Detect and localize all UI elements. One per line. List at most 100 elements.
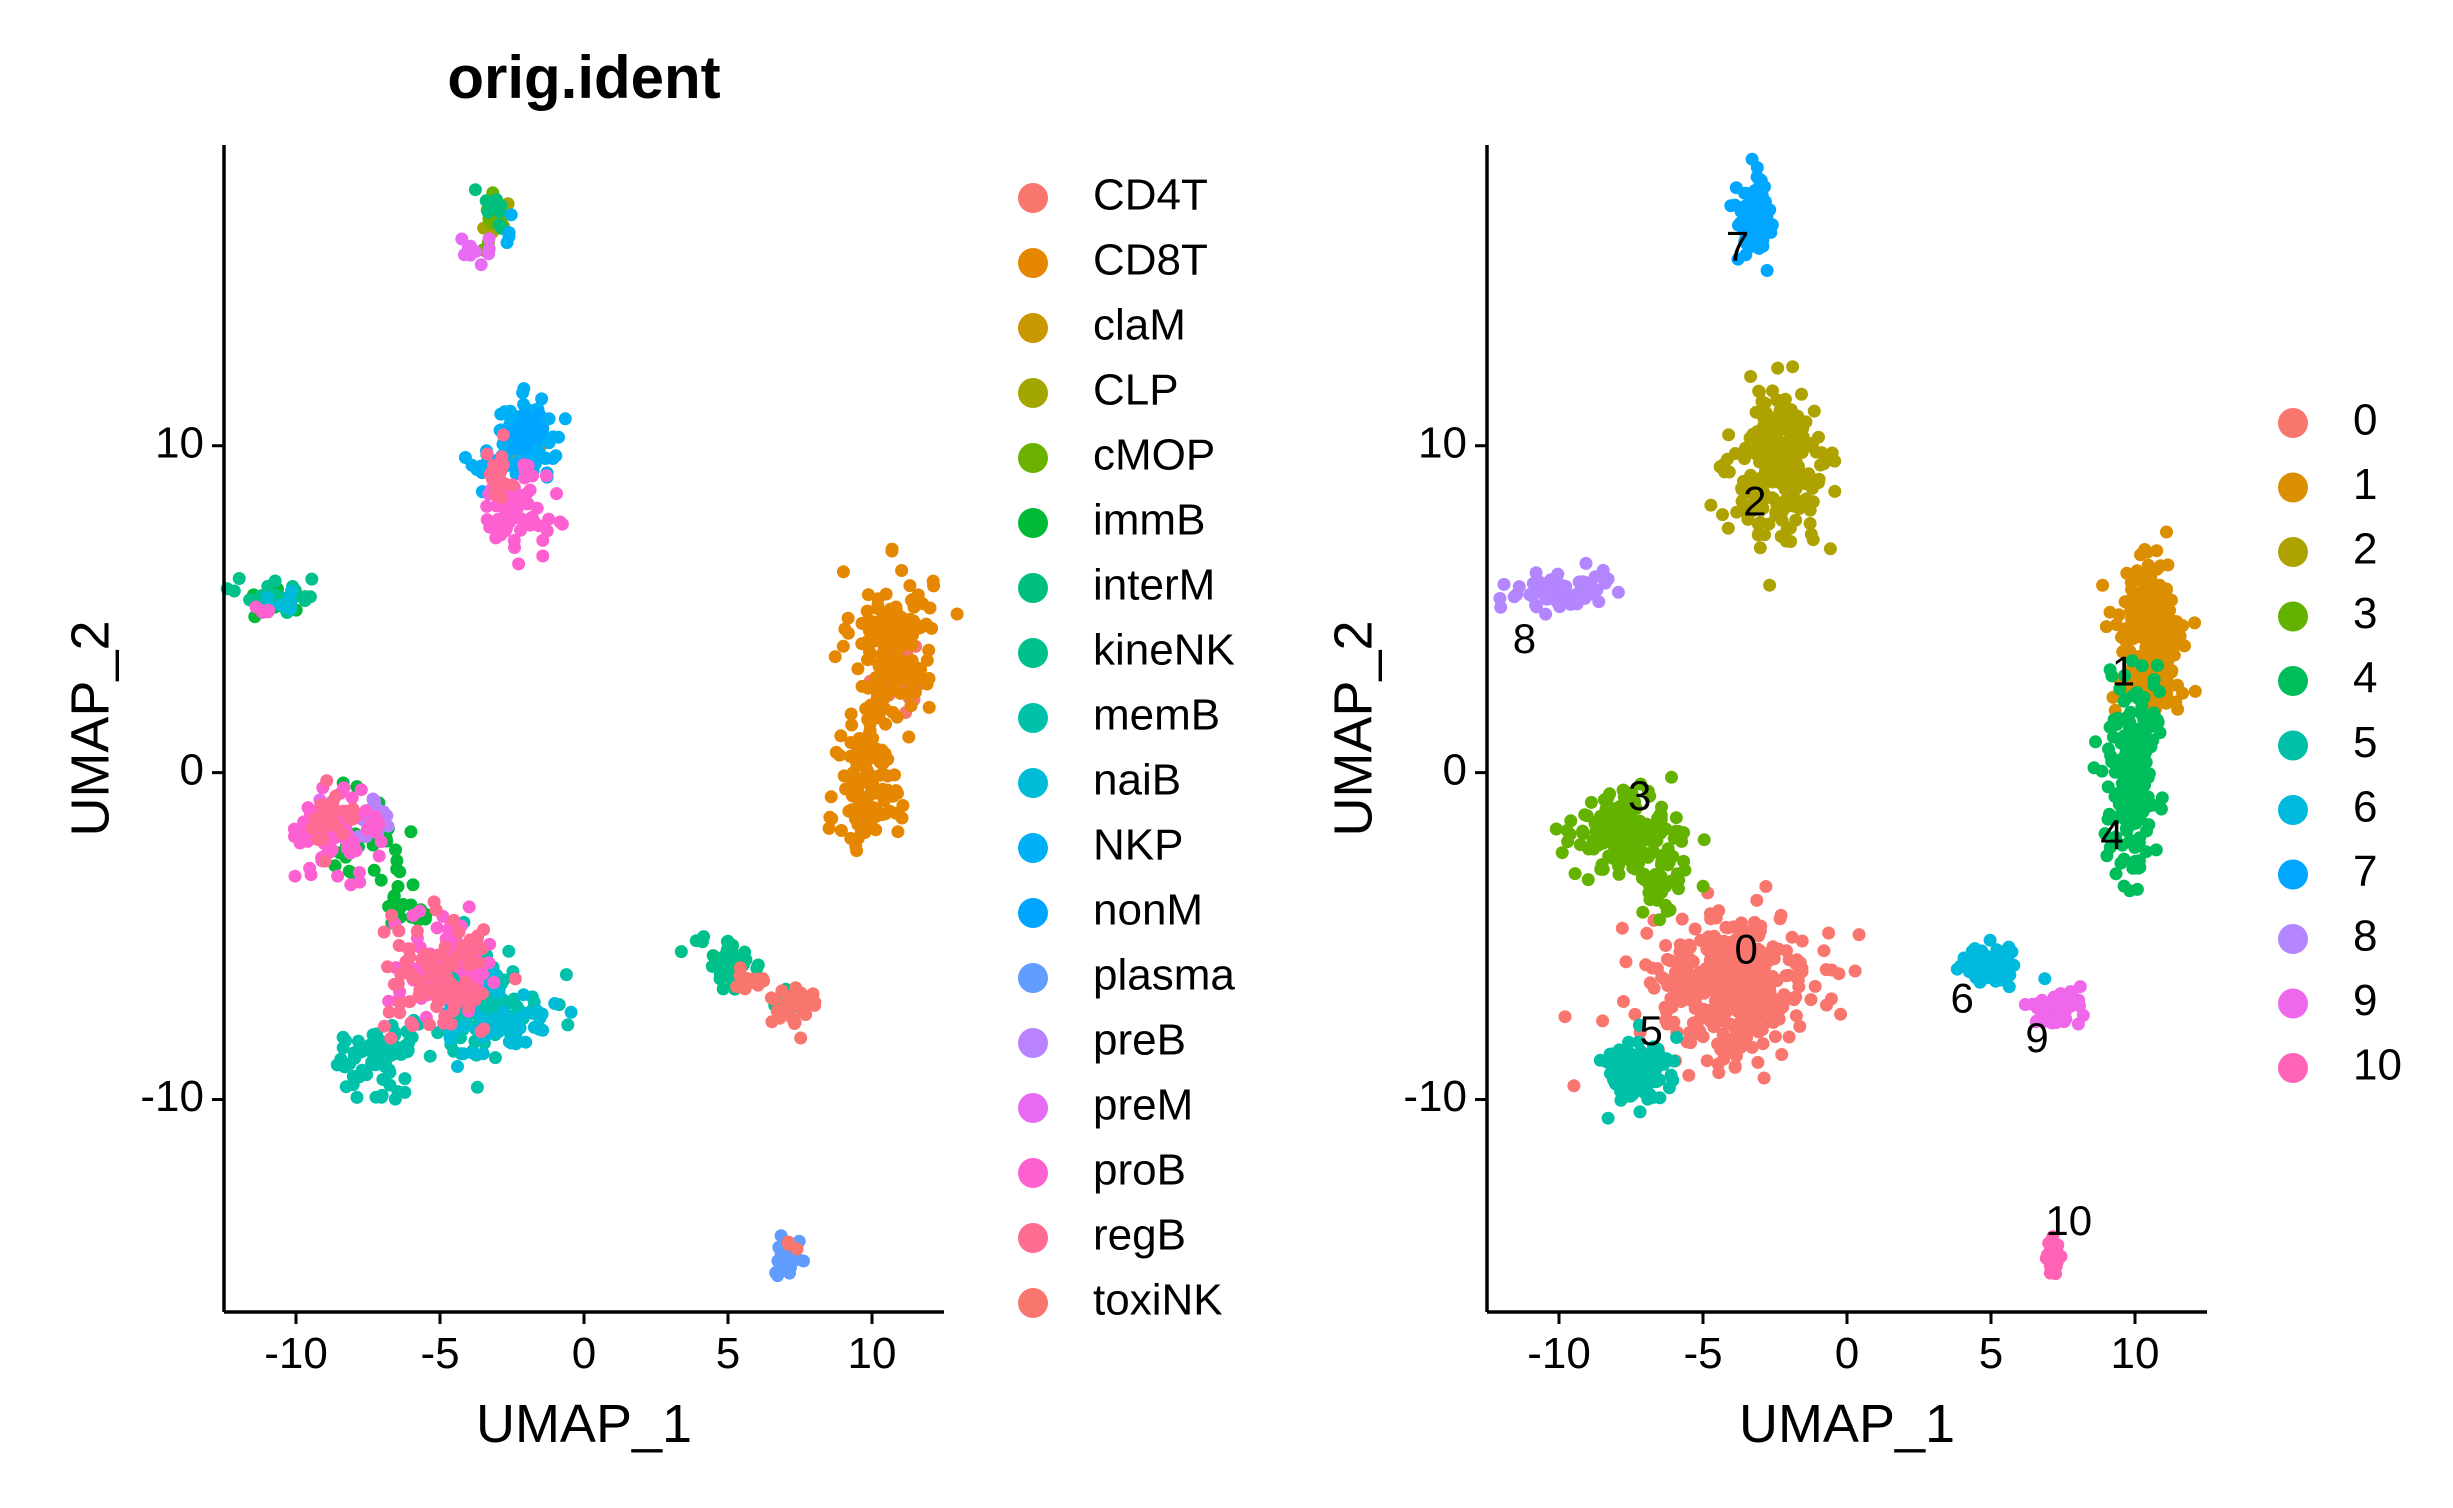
data-point: [1599, 818, 1613, 832]
data-point: [895, 564, 909, 577]
data-point: [889, 784, 903, 798]
data-point: [561, 1018, 575, 1032]
data-point: [2065, 990, 2079, 1004]
legend-key: [1018, 443, 1048, 473]
data-point: [1773, 912, 1787, 926]
data-point: [2110, 718, 2124, 731]
data-point: [1756, 407, 1769, 421]
data-point: [1510, 588, 1524, 601]
data-point: [329, 789, 343, 803]
data-point: [519, 1035, 533, 1049]
data-point: [2150, 713, 2164, 727]
cluster-label: 5: [1639, 1007, 1662, 1054]
data-point: [1635, 871, 1649, 885]
data-point: [442, 989, 456, 1003]
data-point: [1744, 984, 1758, 998]
data-point: [1751, 213, 1765, 227]
data-point: [2115, 838, 2129, 852]
data-point: [1695, 973, 1709, 987]
data-point: [860, 604, 874, 618]
data-point: [336, 1030, 350, 1044]
data-point: [773, 1011, 787, 1025]
legend-key: [1018, 1223, 1048, 1253]
data-point: [2124, 705, 2138, 719]
data-point: [1649, 879, 1663, 893]
data-point: [1643, 789, 1657, 803]
x-tick-label: 10: [848, 1329, 897, 1378]
data-point: [788, 1015, 802, 1029]
data-point: [1633, 836, 1647, 850]
legend-key: [1018, 378, 1048, 408]
data-point: [507, 442, 521, 456]
data-point: [1580, 809, 1594, 823]
data-point: [2034, 996, 2047, 1010]
data-point: [841, 611, 855, 625]
data-point: [1620, 794, 1634, 808]
data-point: [464, 239, 477, 253]
data-point: [354, 783, 368, 797]
legend-label: nonM: [1093, 886, 1203, 935]
data-point: [2169, 695, 2183, 709]
data-point: [404, 1016, 418, 1030]
data-point: [2125, 654, 2139, 668]
legend-key: [1018, 898, 1048, 928]
data-point: [1650, 834, 1664, 848]
data-point: [1740, 442, 1754, 456]
data-point: [848, 738, 862, 751]
data-point: [2073, 980, 2087, 994]
data-point: [1785, 930, 1799, 944]
data-point: [1750, 170, 1764, 184]
data-point: [839, 782, 853, 796]
data-point: [886, 705, 900, 719]
data-point: [1636, 905, 1650, 919]
data-point: [301, 801, 315, 815]
data-point: [1756, 1037, 1770, 1051]
data-point: [1779, 969, 1793, 983]
data-point: [1629, 1070, 1643, 1083]
data-point: [1789, 1009, 1803, 1023]
data-point: [886, 677, 900, 691]
y-tick-label: 0: [180, 745, 204, 794]
data-point: [781, 1235, 795, 1249]
data-point: [288, 830, 301, 843]
data-point: [867, 702, 881, 716]
data-point: [1734, 971, 1748, 985]
data-point: [1697, 833, 1711, 847]
data-point: [790, 1242, 804, 1256]
data-point: [2109, 867, 2123, 881]
data-point: [2128, 621, 2142, 635]
data-point: [2043, 1266, 2057, 1280]
x-tick-label: -10: [1527, 1329, 1591, 1378]
data-point: [564, 1005, 578, 1019]
data-point: [2119, 634, 2133, 648]
data-point: [520, 409, 534, 423]
data-point: [2139, 634, 2153, 648]
data-point: [1668, 875, 1682, 889]
data-point: [2114, 856, 2128, 870]
data-points: [220, 183, 964, 1283]
data-point: [1728, 1059, 1742, 1073]
data-point: [443, 1031, 457, 1045]
data-point: [349, 844, 363, 858]
data-point: [2131, 731, 2145, 745]
data-point: [1748, 915, 1761, 929]
data-point: [1768, 1030, 1782, 1044]
data-point: [1744, 505, 1758, 519]
data-point: [1616, 1045, 1630, 1059]
data-point: [1721, 521, 1735, 535]
data-point: [488, 1051, 502, 1065]
data-point: [1584, 795, 1598, 809]
data-point: [404, 825, 418, 839]
data-point: [372, 849, 386, 863]
data-point: [526, 517, 540, 531]
data-point: [1732, 218, 1745, 232]
data-point: [497, 1005, 511, 1018]
data-point: [1658, 1000, 1672, 1014]
data-point: [1606, 802, 1620, 816]
data-point: [1632, 1018, 1646, 1032]
data-point: [1592, 595, 1606, 609]
data-point: [1760, 264, 1774, 277]
data-point: [494, 407, 508, 421]
data-point: [546, 430, 560, 444]
data-point: [517, 398, 531, 411]
